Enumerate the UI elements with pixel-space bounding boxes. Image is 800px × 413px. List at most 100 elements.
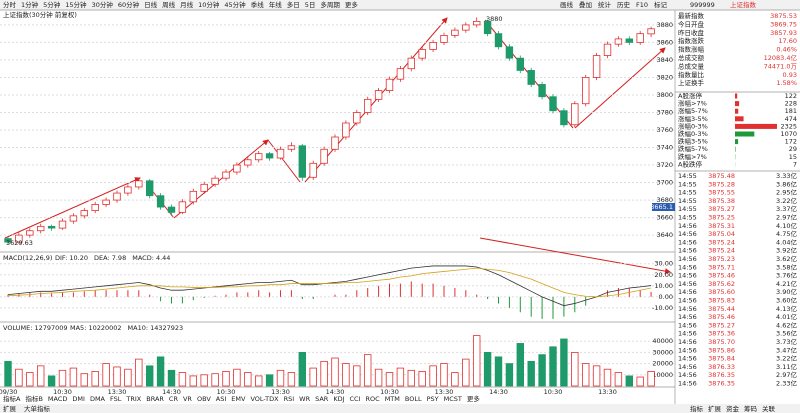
indicator-tab[interactable]: MTM xyxy=(385,395,400,403)
indicator-tab[interactable]: DMI xyxy=(72,395,85,403)
y-tick-label: 3760 xyxy=(656,126,673,134)
tick-price: 3876.35 xyxy=(708,371,735,379)
indicator-tab[interactable]: VOL-TDX xyxy=(250,395,279,403)
tick-price: 3875.25 xyxy=(708,214,735,222)
period-tab[interactable]: 分时 xyxy=(3,0,17,9)
candle-body xyxy=(244,159,252,166)
period-tab[interactable]: 15分钟 xyxy=(65,0,87,9)
indicator-tab[interactable]: EMV xyxy=(231,395,246,403)
indicator-tab[interactable]: MACD xyxy=(48,395,67,403)
tick-price: 3875.46 xyxy=(708,272,735,280)
breadth-bar xyxy=(735,131,755,137)
tool-button[interactable]: F10 xyxy=(636,1,648,9)
tick-time: 14:56 xyxy=(678,305,697,313)
indicator-tab[interactable]: CCI xyxy=(350,395,361,403)
footer-tab[interactable]: 扩展 xyxy=(708,404,722,413)
indicator-tab[interactable]: ROC xyxy=(366,395,381,403)
tick-amount: 4.62亿 xyxy=(776,320,797,329)
indicator-tab[interactable]: TRIX xyxy=(125,395,141,403)
quote-label: 昨日收盘 xyxy=(678,28,705,37)
y-tick-label: 3820 xyxy=(656,73,673,81)
indicator-tab[interactable]: PSY xyxy=(427,395,439,403)
breadth-bar xyxy=(735,108,739,114)
volume-bar xyxy=(254,375,263,387)
tool-button[interactable]: 统计 xyxy=(598,0,612,9)
breadth-value: 7 xyxy=(793,160,797,168)
period-tab[interactable]: 45分钟 xyxy=(224,0,246,9)
period-tab[interactable]: 5日 xyxy=(305,1,316,9)
tick-time: 14:56 xyxy=(678,238,697,246)
volume-bar xyxy=(374,368,383,387)
volume-bar xyxy=(47,375,56,387)
indicator-tab[interactable]: WR xyxy=(299,395,310,403)
candle-body xyxy=(178,201,187,213)
indicator-tab[interactable]: DMA xyxy=(90,395,106,403)
period-tab[interactable]: 季线 xyxy=(251,0,265,9)
tick-amount: 2.95亿 xyxy=(776,188,797,197)
indicator-tab[interactable]: KDJ xyxy=(333,395,344,403)
indicator-tab[interactable]: BOLL xyxy=(405,395,422,403)
tool-button[interactable]: 画线 xyxy=(560,0,574,9)
tool-button[interactable]: 叠加 xyxy=(579,0,592,9)
period-tab[interactable]: 日线 xyxy=(144,0,158,9)
candle-body xyxy=(47,225,56,229)
period-tab[interactable]: 多日 xyxy=(287,0,300,9)
macd-title: MACD(12,26,9) xyxy=(3,254,52,262)
volume-bar xyxy=(505,363,514,387)
period-tab[interactable]: 年线 xyxy=(269,0,283,9)
y-tick-label: 3860 xyxy=(656,38,673,46)
indicator-tab[interactable]: BRAR xyxy=(146,395,164,403)
x-tick-label: 14:30 xyxy=(489,388,508,396)
tick-time: 14:56 xyxy=(678,330,697,338)
period-tab[interactable]: 1分钟 xyxy=(21,0,39,9)
candle-body xyxy=(37,225,45,232)
period-tab[interactable]: 月线 xyxy=(180,0,194,9)
tool-button[interactable]: 标记 xyxy=(654,0,668,9)
footer-tab[interactable]: 筹码 xyxy=(744,404,758,413)
breadth-bar xyxy=(735,123,777,129)
volume-bar xyxy=(265,374,274,387)
x-tick-label: 14:30 xyxy=(326,388,345,396)
indicator-tab[interactable]: 指标A xyxy=(3,394,21,403)
footer-tab[interactable]: 大单指标 xyxy=(24,404,51,413)
footer-tab[interactable]: 扩展 xyxy=(3,404,17,413)
quote-value: 1.58% xyxy=(776,79,797,87)
period-tab[interactable]: 更多 xyxy=(345,0,359,9)
tick-amount: 4.10亿 xyxy=(776,221,797,230)
footer-tab[interactable]: 资金 xyxy=(726,404,740,413)
candle-body xyxy=(124,186,132,194)
candle-body xyxy=(407,57,415,70)
period-tab[interactable]: 多周期 xyxy=(320,0,340,9)
candle-body xyxy=(4,238,12,243)
candle-body xyxy=(58,220,67,229)
breadth-value: 1070 xyxy=(780,130,797,138)
indicator-tab[interactable]: SAR xyxy=(315,395,329,403)
period-tab[interactable]: 30分钟 xyxy=(92,0,114,9)
tick-price: 3875.60 xyxy=(708,288,735,296)
tick-time: 14:56 xyxy=(678,230,697,238)
indicator-tab[interactable]: MCST xyxy=(444,395,462,403)
tool-button[interactable]: 历史 xyxy=(617,0,631,9)
period-tab[interactable]: 周线 xyxy=(162,0,176,9)
footer-tab[interactable]: 指标 xyxy=(690,404,704,413)
breadth-value: 228 xyxy=(785,100,797,108)
footer-tab[interactable]: 关联 xyxy=(762,404,776,413)
breadth-label: 涨幅3-5% xyxy=(678,114,708,123)
indicator-tab[interactable]: OBV xyxy=(197,395,211,403)
tick-amount: 3.56亿 xyxy=(776,329,797,338)
indicator-tab[interactable]: ASI xyxy=(216,395,227,403)
indicator-tab[interactable]: VR xyxy=(183,395,192,403)
indicator-tab[interactable]: FSL xyxy=(110,395,122,403)
indicator-tab[interactable]: RSI xyxy=(284,395,295,403)
period-tab[interactable]: 5分钟 xyxy=(43,0,61,9)
y-tick-label: 10000 xyxy=(652,371,673,379)
tick-amount: 3.92亿 xyxy=(776,246,797,255)
period-tab[interactable]: 10分钟 xyxy=(198,0,220,9)
indicator-tab[interactable]: CR xyxy=(169,395,179,403)
tick-time: 14:56 xyxy=(678,247,697,255)
period-tab[interactable]: 60分钟 xyxy=(118,0,140,9)
tick-price: 3875.62 xyxy=(708,280,735,288)
volume-bar xyxy=(592,365,601,387)
indicator-tab[interactable]: 更多 xyxy=(467,394,481,403)
indicator-tab[interactable]: 指标B xyxy=(25,394,42,403)
